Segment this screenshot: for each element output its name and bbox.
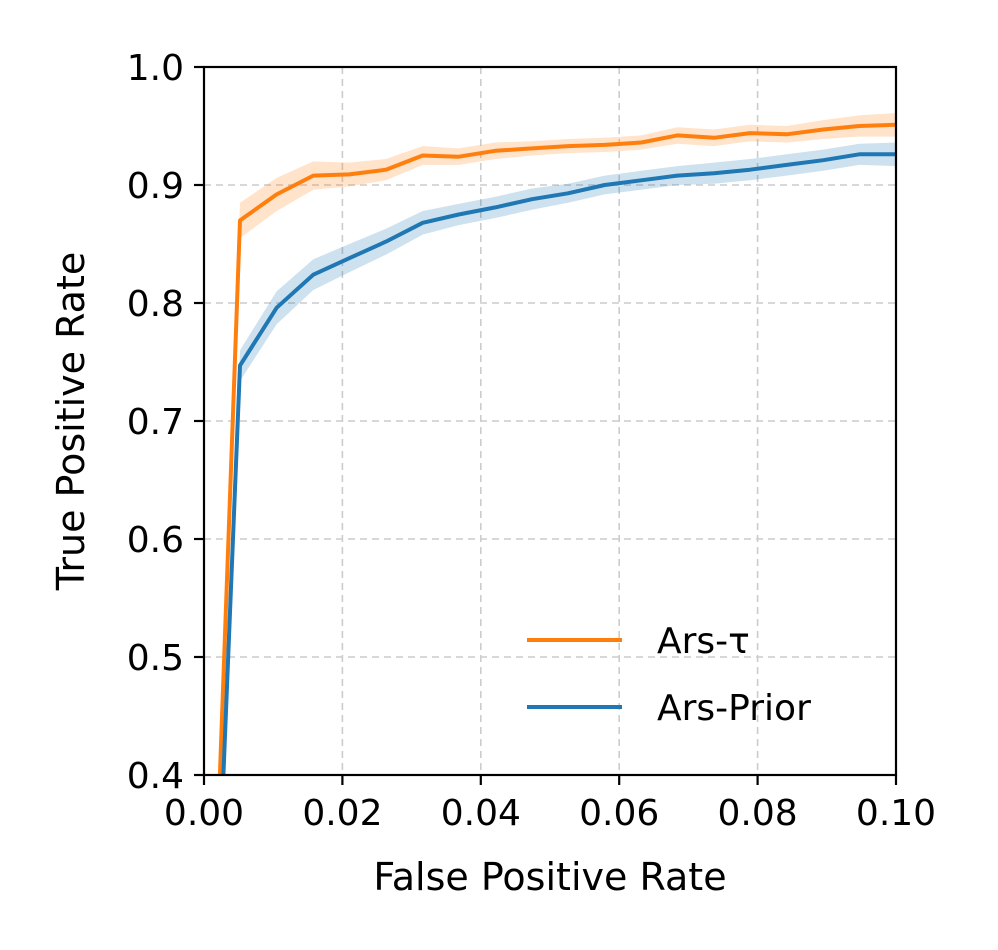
x-tick-label: 0.02 [302, 793, 382, 834]
axis-ticks: 0.00 0.02 0.04 0.06 0.08 0.10 0.4 0.5 0.6 0.7 0.8 0… [127, 48, 936, 834]
legend-label-ars-tau: Ars-τ [657, 621, 750, 662]
legend: Ars-τ Ars-Prior [527, 621, 811, 729]
x-tick-label: 0.08 [718, 793, 798, 834]
y-tick-label: 0.9 [127, 166, 184, 207]
confidence-band-ars-prior [223, 142, 896, 775]
y-tick-label: 0.5 [127, 638, 184, 679]
series-line-ars-tau [217, 122, 896, 775]
y-tick-label: 0.7 [127, 402, 184, 443]
y-tick-label: 0.8 [127, 284, 184, 325]
y-axis-label: True Positive Rate [49, 252, 93, 592]
x-tick-label: 0.06 [579, 793, 659, 834]
x-tick-label: 0.04 [441, 793, 521, 834]
y-tick-label: 0.4 [127, 756, 184, 797]
y-tick-label: 1.0 [127, 48, 184, 89]
confidence-bands [219, 113, 896, 775]
x-tick-label: 0.00 [164, 793, 244, 834]
x-axis-label: False Positive Rate [373, 855, 726, 899]
legend-label-ars-prior: Ars-Prior [657, 688, 811, 729]
confidence-band-ars-tau [219, 113, 896, 775]
x-tick-label: 0.10 [856, 793, 936, 834]
grid-lines [204, 67, 896, 775]
series-line-ars-prior [221, 152, 896, 775]
series-lines [217, 122, 896, 775]
y-tick-label: 0.6 [127, 520, 184, 561]
